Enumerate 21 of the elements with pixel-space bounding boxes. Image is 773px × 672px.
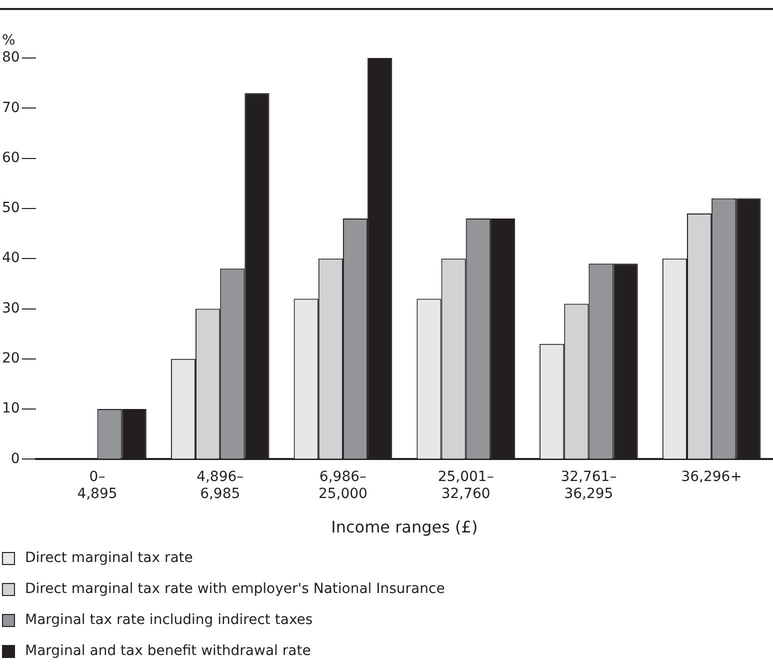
legend-label: Marginal and tax benefit withdrawal rate bbox=[25, 643, 311, 659]
legend-label: Marginal tax rate including indirect taxes bbox=[25, 612, 313, 628]
y-axis-title: % bbox=[2, 32, 16, 49]
x-tick-label: 25,001–32,760 bbox=[438, 469, 494, 502]
y-tick-label: 0 bbox=[10, 450, 20, 467]
x-tick-label: 0–4,895 bbox=[77, 469, 118, 502]
legend-label: Direct marginal tax rate bbox=[25, 550, 193, 566]
y-tick-label: 20 bbox=[2, 350, 20, 367]
x-tick-label: 32,761–36,295 bbox=[560, 469, 617, 502]
y-tick-label: 40 bbox=[2, 250, 20, 266]
x-tick-label: 6,986–25,000 bbox=[318, 469, 368, 502]
y-tick-label: 30 bbox=[2, 300, 20, 316]
y-tick-label: 50 bbox=[2, 200, 20, 216]
y-tick-label: 80 bbox=[2, 50, 20, 66]
y-tick-label: 70 bbox=[2, 100, 20, 116]
x-tick-label: 4,896–6,985 bbox=[196, 469, 244, 502]
legend-label: Direct marginal tax rate with employer's National Insurance bbox=[25, 581, 445, 597]
x-axis-title: Income ranges (£) bbox=[331, 518, 478, 537]
y-tick-label: 10 bbox=[2, 400, 20, 417]
y-tick-label: 60 bbox=[2, 150, 20, 166]
x-tick-label: 36,296+ bbox=[681, 469, 742, 486]
